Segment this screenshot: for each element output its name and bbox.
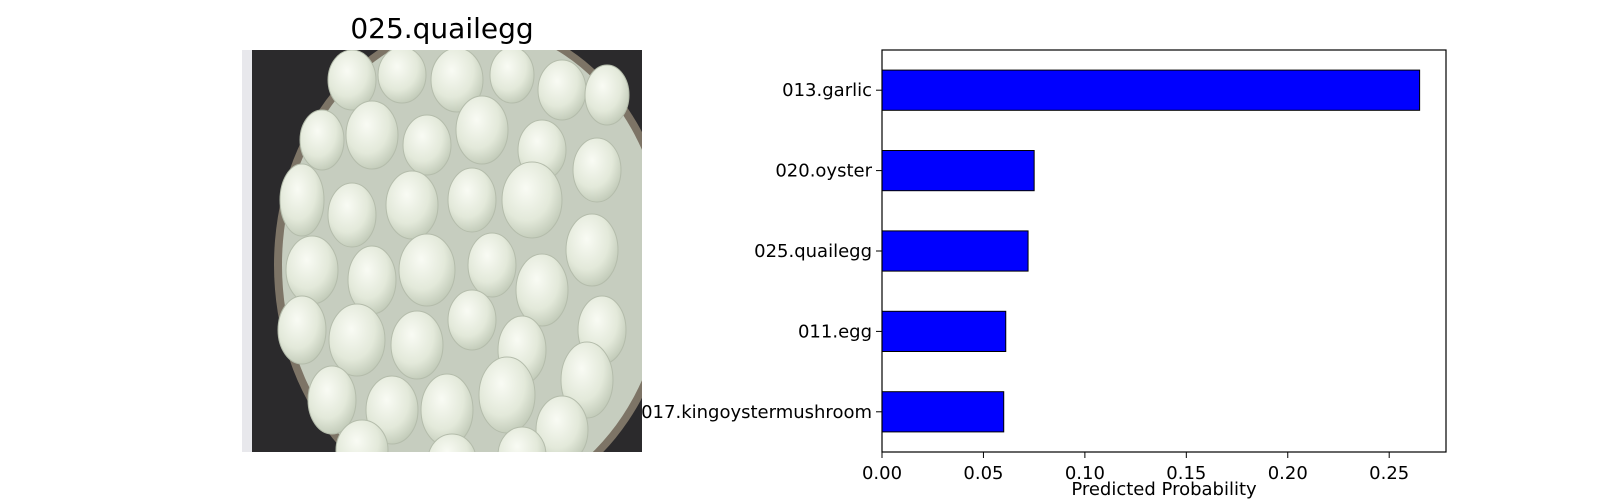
- egg-shape: [402, 114, 452, 176]
- bar-013.garlic: [881, 69, 1421, 111]
- bar-025.quailegg: [881, 230, 1029, 272]
- egg-shape: [501, 161, 563, 239]
- egg-shape: [489, 50, 535, 104]
- egg-shape: [390, 310, 444, 380]
- y-tick-label: 020.oyster: [775, 161, 872, 182]
- egg-shape: [497, 426, 547, 452]
- x-tick-label: 0.10: [1065, 463, 1105, 484]
- egg-shape: [447, 167, 497, 233]
- x-tick-label: 0.05: [963, 463, 1003, 484]
- x-tick-label: 0.15: [1166, 463, 1206, 484]
- bar-020.oyster: [881, 150, 1035, 192]
- x-tick-label: 0.20: [1268, 463, 1308, 484]
- egg-shape: [279, 163, 325, 237]
- egg-shape: [307, 365, 357, 435]
- egg-shape: [584, 64, 630, 126]
- egg-shape: [345, 100, 399, 170]
- egg-shape: [560, 341, 614, 419]
- y-tick-label: 013.garlic: [782, 80, 872, 101]
- y-tick-label: 025.quailegg: [754, 241, 872, 262]
- egg-shape: [377, 50, 427, 104]
- egg-shape: [515, 253, 569, 327]
- egg-shape: [327, 182, 377, 248]
- y-tick-label: 011.egg: [798, 321, 872, 342]
- image-title: 025.quailegg: [350, 12, 534, 45]
- egg-shape: [299, 109, 345, 171]
- egg-shape: [277, 295, 327, 365]
- egg-shape: [335, 419, 389, 452]
- y-tick-label: 017.kingoystermushroom: [641, 402, 872, 423]
- egg-shape: [430, 50, 484, 113]
- egg-shape: [447, 289, 497, 351]
- x-tick-label: 0.25: [1369, 463, 1409, 484]
- quail-eggs-photo: [242, 50, 642, 452]
- egg-shape: [572, 137, 622, 203]
- egg-shape: [467, 232, 517, 298]
- x-tick-label: 0.00: [862, 463, 902, 484]
- egg-shape: [428, 433, 476, 452]
- egg-shape: [398, 233, 456, 307]
- egg-shape: [327, 50, 377, 111]
- egg-shape: [565, 213, 619, 287]
- egg-shape: [328, 303, 386, 377]
- bar-017.kingoystermushroom: [881, 391, 1005, 433]
- x-axis-label: Predicted Probability: [1071, 479, 1257, 500]
- bar-011.egg: [881, 310, 1007, 352]
- egg-shape: [455, 95, 509, 165]
- egg-shape: [535, 395, 589, 452]
